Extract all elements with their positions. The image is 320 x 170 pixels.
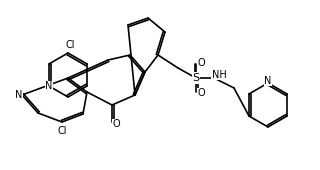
- Text: N: N: [45, 81, 52, 91]
- Text: Cl: Cl: [57, 126, 67, 136]
- Text: O: O: [197, 58, 205, 68]
- Text: O: O: [112, 119, 120, 129]
- Text: S: S: [192, 73, 200, 83]
- Text: O: O: [197, 88, 205, 98]
- Text: NH: NH: [212, 70, 226, 80]
- Text: N: N: [264, 76, 272, 86]
- Text: Cl: Cl: [65, 40, 75, 50]
- Text: N: N: [15, 90, 23, 100]
